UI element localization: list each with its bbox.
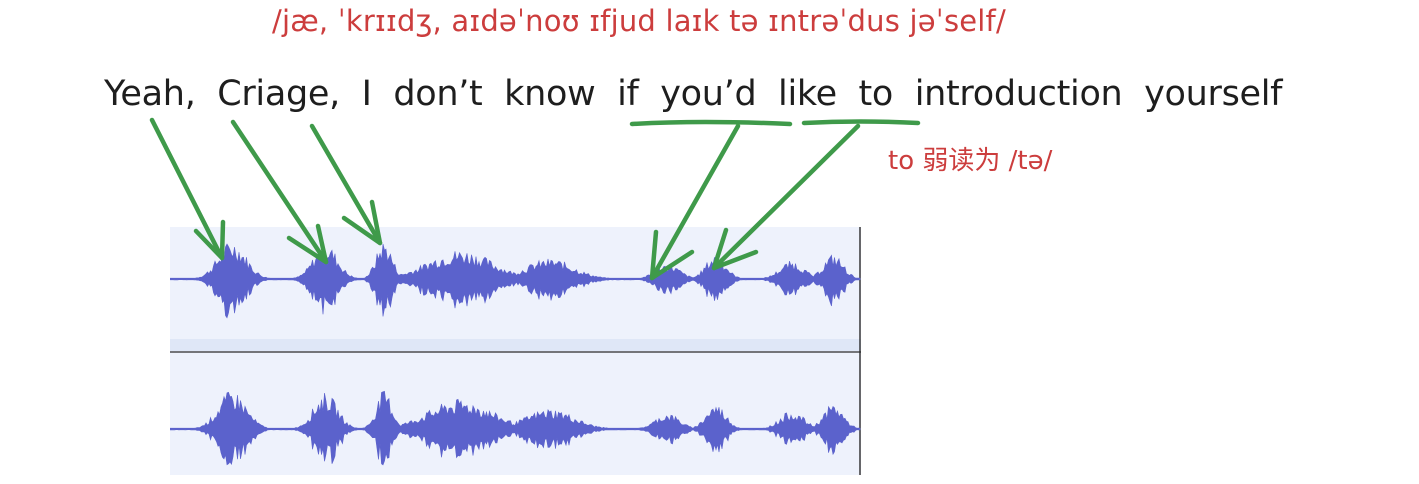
waveform-channel-gap [170, 339, 861, 351]
word-to: to [858, 74, 904, 114]
word-introduction: introduction [914, 74, 1134, 114]
weak-form-note: to 弱读为 /tə/ [888, 146, 1053, 176]
ipa-transcription: /jæ, ˈkrɪɪdʒ, aɪdəˈnoʊ ɪfjud laɪk tə ɪnt… [272, 4, 1006, 38]
waveform-channel-top [170, 243, 861, 319]
arrow-i [309, 123, 383, 246]
word-dont: don’t [393, 74, 494, 114]
sentence: Yeah, Criage, I don’t know if you’d like… [104, 74, 1283, 114]
word-yeah: Yeah, [104, 74, 207, 114]
word-youd: you’d [660, 74, 768, 114]
waveform-channel-bottom [170, 390, 861, 466]
word-yourself: yourself [1144, 74, 1283, 114]
word-if: if [617, 74, 650, 114]
waveform-svg [170, 227, 861, 475]
underline-like-to [801, 119, 921, 126]
word-criage: Criage, [217, 74, 351, 114]
word-i: I [361, 74, 383, 114]
audio-waveform [170, 227, 861, 475]
word-like: like [778, 74, 848, 114]
word-know: know [504, 74, 607, 114]
underline-if-youd [629, 119, 793, 127]
